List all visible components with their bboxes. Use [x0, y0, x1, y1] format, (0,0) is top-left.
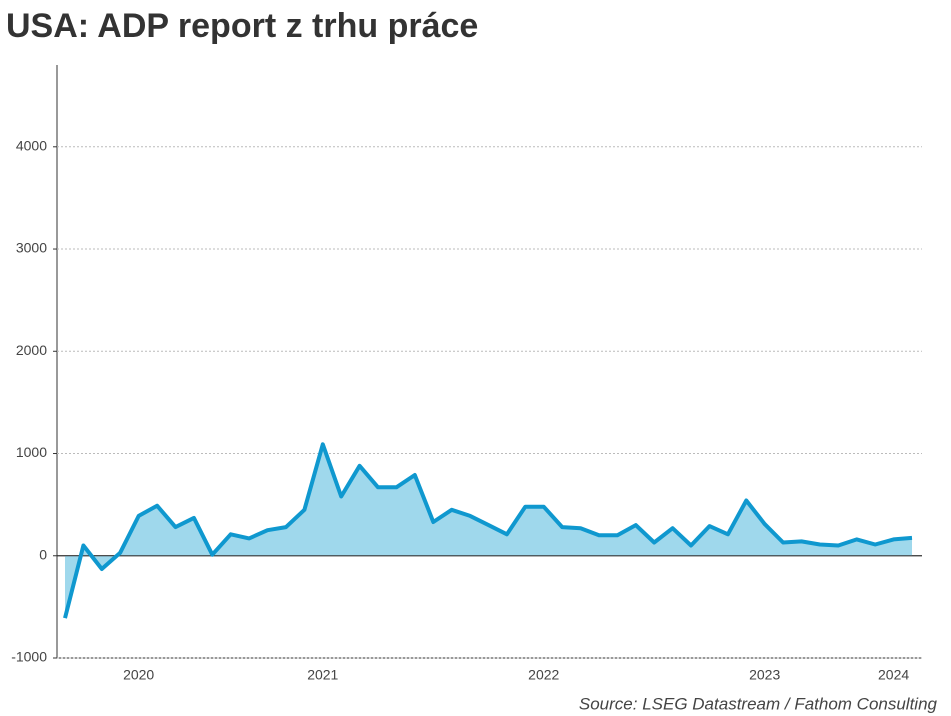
x-tick-label: 2020 — [123, 667, 154, 683]
chart-title: USA: ADP report z trhu práce — [6, 7, 478, 45]
y-tick-label: 1000 — [16, 444, 47, 460]
line — [63, 442, 913, 619]
y-tick-label: -1000 — [11, 649, 47, 665]
x-tick-label: 2023 — [749, 667, 780, 683]
source: Source: LSEG Datastream / Fathom Consult… — [579, 694, 938, 713]
x-tick-label: 2022 — [528, 667, 559, 683]
x-tick-label: 2021 — [307, 667, 338, 683]
y-tick-label: 3000 — [16, 240, 47, 256]
area — [65, 444, 912, 619]
y-tick-label: 2000 — [16, 342, 47, 358]
x-tick-label: 2024 — [878, 667, 909, 683]
y-tick-label: 0 — [39, 546, 47, 562]
y-tick-label: 4000 — [16, 137, 47, 153]
